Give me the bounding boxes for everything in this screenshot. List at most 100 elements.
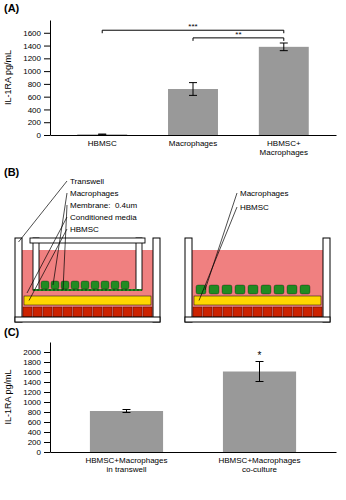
bar-chart: 02004006008001000120014001600HBMSCMacrop… [3,21,337,157]
macrophage [101,281,109,289]
substrate-block [83,307,92,317]
macrophage [41,281,49,289]
macrophage [274,285,284,294]
y-tick-label: 2000 [23,348,41,357]
y-tick: 1200 [23,388,50,397]
y-tick-mark [44,46,50,47]
medium [22,250,153,317]
vessel-wall [15,238,22,322]
y-tick-mark [44,33,50,34]
substrate-block [243,307,252,317]
y-tick-mark [44,432,50,433]
error-bar-cap [122,409,130,410]
error-bar-cap [98,134,106,135]
substrate-block [123,307,132,317]
y-tick: 1600 [23,368,50,377]
diagram-label: Macrophages [70,189,118,198]
x-tick-label-line: HBMSC [88,139,117,148]
diagram-label: HBMSC [70,225,99,234]
y-axis-line [50,21,51,136]
y-tick-mark [44,135,50,136]
x-axis-line [51,135,337,136]
substrate-block [303,307,312,317]
y-tick-label: 600 [28,93,42,102]
diagram-label: Transwell [70,177,104,186]
significance-label: ** [235,30,241,39]
y-tick-label: 1000 [23,67,41,76]
error-bar [98,134,106,135]
membrane [33,289,142,291]
substrate-block [63,307,72,317]
macrophage [222,285,232,294]
y-tick: 800 [28,408,50,417]
y-axis: 02004006008001000120014001600 [23,21,50,141]
y-tick-mark [44,382,50,383]
x-tick-label: Macrophages [169,139,217,148]
substrate-block [293,307,302,317]
x-tick: Macrophages [169,139,217,148]
error-bar-cap [280,50,288,51]
y-tick: 200 [28,118,50,127]
substrate-block [103,307,112,317]
y-tick-label: 400 [28,428,42,437]
bar [259,47,309,135]
error-bar-cap [256,361,264,362]
substrate-block [273,307,282,317]
bar [90,411,163,452]
insert-rim [30,238,145,243]
y-tick: 200 [28,438,50,447]
y-tick-label: 0 [37,448,42,457]
y-tick-mark [44,402,50,403]
error-bar [256,362,264,382]
x-axis: HBMSC+Macrophagesin transwell HBMSC+Macro… [51,453,337,474]
y-tick-label: 800 [28,80,42,89]
diagram-label: Macrophages [240,189,288,198]
y-tick-label: 400 [28,106,42,115]
y-tick-label: 1400 [23,378,41,387]
y-tick-label: 1200 [23,54,41,63]
y-tick-mark [44,442,50,443]
y-tick: 400 [28,428,50,437]
substrate-block [253,307,262,317]
figure: 02004006008001000120014001600HBMSCMacrop… [0,0,346,500]
y-tick: 1600 [23,29,50,38]
y-tick-mark [44,392,50,393]
y-axis: 0200400600800100012001400160018002000 [23,343,50,458]
y-tick: 1200 [23,54,50,63]
x-tick: HBMSC+Macrophages [260,139,308,157]
membrane-pores [33,290,142,291]
substrate-block [113,307,122,317]
y-tick-label: 1800 [23,358,41,367]
substrate-block [43,307,52,317]
x-tick: HBMSC+Macrophagesin transwell [85,456,167,474]
panel-label: (A) [4,2,20,14]
bar [77,134,127,135]
error-bar-stem [193,83,194,96]
substrate-block [193,307,202,317]
substrate-block [233,307,242,317]
y-tick: 400 [28,106,50,115]
y-tick-label: 200 [28,438,42,447]
substrate-block [223,307,232,317]
macrophage [248,285,258,294]
x-tick-label: HBMSC [88,139,117,148]
diagram-label: Conditioned media [70,213,137,222]
substrate-block [133,307,142,317]
y-tick-label: 1600 [23,29,41,38]
macrophage [91,281,99,289]
y-tick-label: 1600 [23,368,41,377]
y-tick-mark [44,109,50,110]
x-tick-label-line: in transwell [106,465,146,474]
x-tick: HBMSC+Macrophagesco-culture [218,456,300,474]
error-bar-cap [189,95,197,96]
y-tick-mark [44,122,50,123]
substrate-block [313,307,322,317]
medium [192,250,323,317]
error-bar-stem [259,362,260,382]
vessel-wall [185,238,192,322]
macrophage [261,285,271,294]
x-tick-label-line: Macrophages [260,148,308,157]
x-axis: HBMSCMacrophagesHBMSC+Macrophages [51,136,337,157]
y-tick: 0 [37,131,50,140]
x-tick-label: HBMSC+Macrophages [260,139,308,157]
